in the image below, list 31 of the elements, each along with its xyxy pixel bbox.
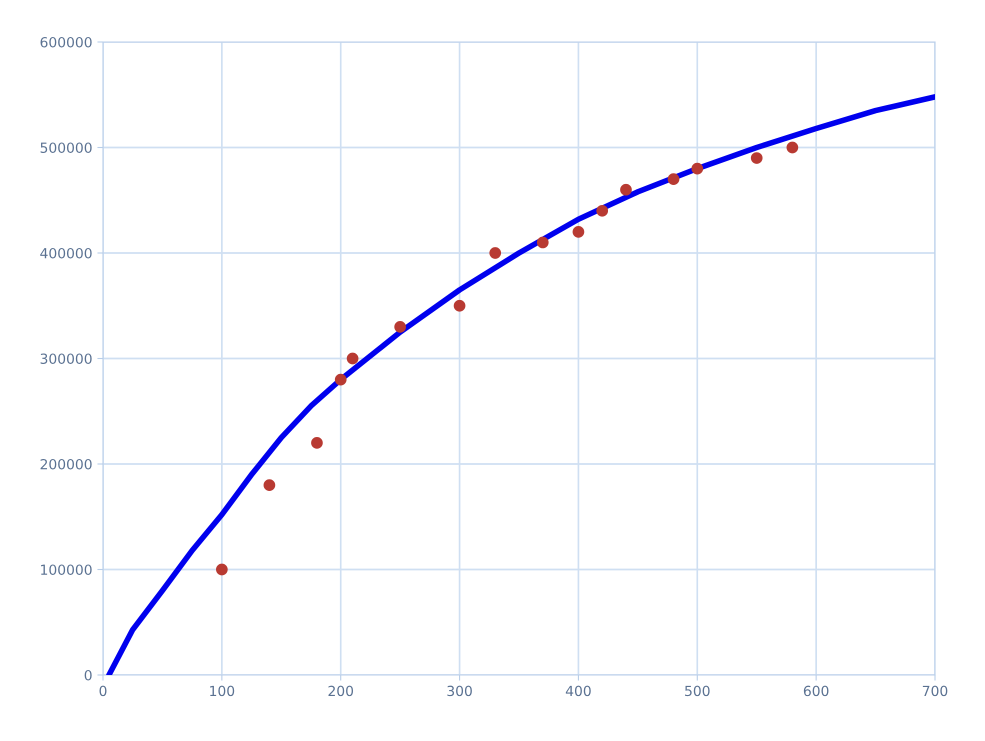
x-tick-label: 300	[447, 686, 472, 696]
y-tick-label: 200000	[40, 458, 92, 470]
y-tick-label: 300000	[40, 353, 92, 364]
y-tick-label: 0	[84, 670, 92, 680]
x-tick-label: 0	[99, 686, 106, 696]
x-tick-label: 700	[922, 686, 948, 696]
point	[394, 321, 406, 333]
x-tick-label: 200	[328, 686, 354, 696]
point	[311, 437, 323, 449]
point	[346, 352, 358, 364]
point	[489, 247, 502, 259]
point	[216, 564, 228, 576]
point	[454, 300, 466, 312]
point	[691, 162, 704, 174]
x-tick-label: 400	[566, 686, 591, 696]
point	[750, 152, 763, 164]
point	[536, 236, 549, 248]
point	[786, 142, 798, 154]
point	[596, 204, 608, 217]
point	[572, 226, 584, 238]
x-tick-label: 500	[685, 686, 710, 696]
point	[264, 479, 276, 491]
x-tick-label: 100	[210, 686, 234, 696]
point	[668, 173, 680, 185]
y-tick-label: 600000	[40, 36, 92, 48]
point	[334, 374, 347, 386]
point	[620, 184, 632, 196]
y-tick-label: 400000	[40, 248, 92, 258]
y-tick-label: 100000	[41, 564, 92, 575]
x-tick-label: 600	[804, 686, 828, 696]
y-tick-label: 500000	[40, 142, 92, 153]
